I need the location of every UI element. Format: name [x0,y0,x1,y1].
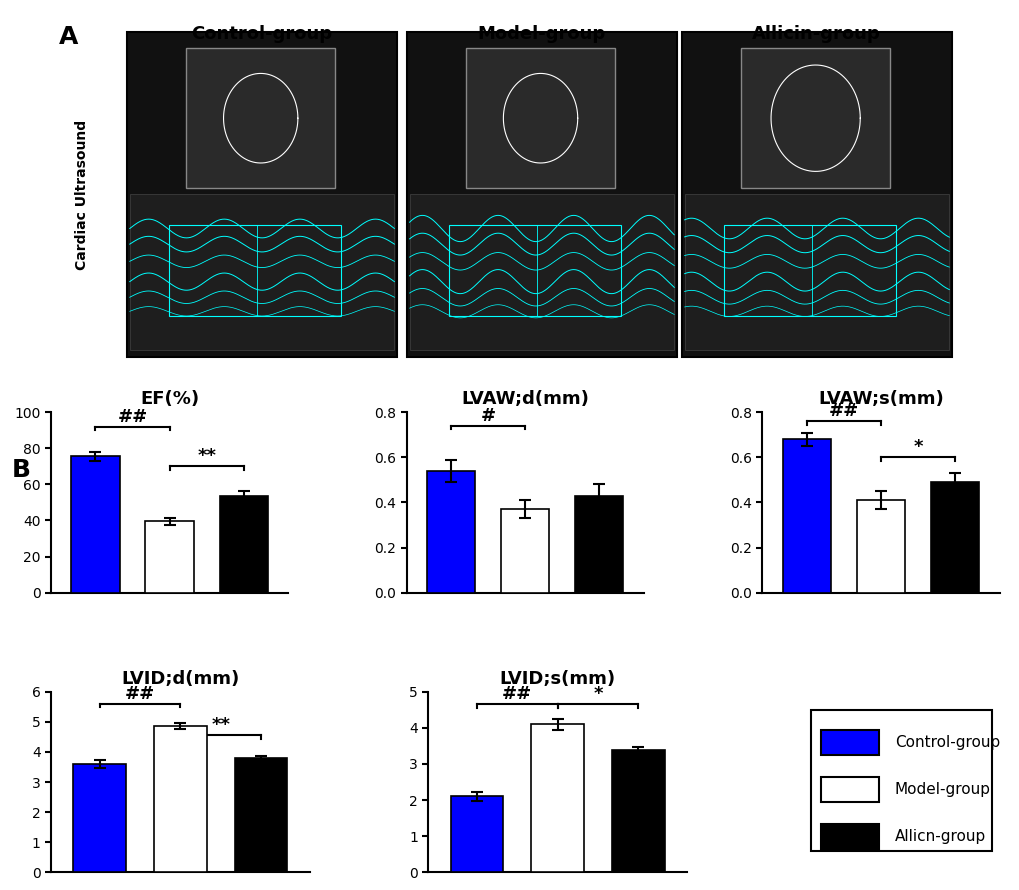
Bar [930,482,978,593]
Bar [681,32,952,358]
Bar [531,724,583,872]
Bar [856,500,904,593]
Bar [810,710,990,851]
Bar [146,522,194,593]
Text: Model-group: Model-group [894,781,989,797]
Text: ##: ## [124,684,155,703]
Bar [448,225,621,316]
Bar [129,194,394,351]
Text: Cardiac Ultrasound: Cardiac Ultrasound [75,119,90,270]
Bar [234,758,287,872]
Bar [741,48,890,188]
Title: LVAW;s(mm): LVAW;s(mm) [817,390,943,408]
Text: *: * [912,438,922,457]
Bar [575,496,623,593]
Bar [782,440,830,593]
Bar [723,225,896,316]
Bar [219,496,268,593]
Text: ##: ## [501,685,532,703]
Text: Control-group: Control-group [894,735,999,750]
Bar [820,730,878,755]
Bar [169,225,341,316]
Text: **: ** [211,716,230,734]
Bar [73,764,125,872]
Text: A: A [58,25,77,49]
Text: Model-group: Model-group [477,25,605,43]
Text: Control-group: Control-group [191,25,332,43]
Title: LVID;d(mm): LVID;d(mm) [121,669,239,687]
Text: Allicin-group: Allicin-group [751,25,880,43]
Text: ##: ## [117,408,148,425]
Text: Allicn-group: Allicn-group [894,829,985,844]
Bar [427,471,475,593]
Text: #: # [480,407,495,425]
Title: LVAW;d(mm): LVAW;d(mm) [461,390,589,408]
Text: ##: ## [828,402,858,420]
Bar [186,48,334,188]
Text: B: B [12,458,32,482]
Bar [410,194,674,351]
Bar [154,726,207,872]
Title: EF(%): EF(%) [140,390,199,408]
Bar [407,32,677,358]
Bar [500,509,549,593]
Title: LVID;s(mm): LVID;s(mm) [499,669,615,687]
Bar [71,457,119,593]
Bar [611,749,664,872]
Bar [820,777,878,802]
Bar [126,32,396,358]
Bar [466,48,614,188]
Bar [820,823,878,849]
Bar [450,797,502,872]
Text: *: * [593,685,602,703]
Text: **: ** [197,448,216,465]
Bar [684,194,949,351]
